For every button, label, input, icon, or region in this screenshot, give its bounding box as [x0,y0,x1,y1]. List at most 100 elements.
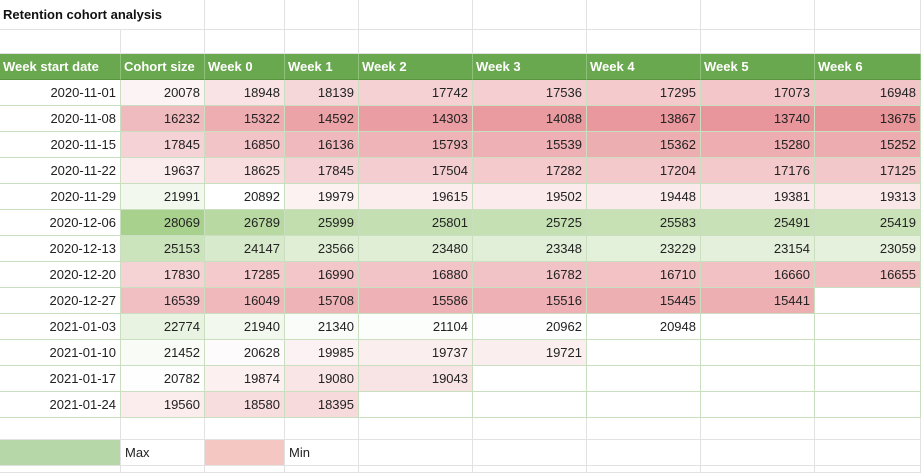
date-cell[interactable]: 2021-01-24 [0,392,121,418]
empty-cell[interactable] [205,30,285,54]
value-cell[interactable]: 17742 [359,80,473,106]
value-cell[interactable]: 25583 [587,210,701,236]
value-cell[interactable]: 15441 [701,288,815,314]
value-cell[interactable]: 16539 [121,288,205,314]
empty-cell[interactable] [701,440,815,466]
empty-cell[interactable] [587,418,701,440]
value-cell[interactable]: 21940 [205,314,285,340]
value-cell[interactable] [587,340,701,366]
value-cell[interactable] [815,392,921,418]
value-cell[interactable]: 15252 [815,132,921,158]
empty-cell[interactable] [359,466,473,473]
value-cell[interactable]: 19874 [205,366,285,392]
value-cell[interactable] [587,392,701,418]
value-cell[interactable]: 23480 [359,236,473,262]
value-cell[interactable]: 17845 [121,132,205,158]
date-cell[interactable]: 2020-12-13 [0,236,121,262]
value-cell[interactable]: 25153 [121,236,205,262]
value-cell[interactable]: 21104 [359,314,473,340]
value-cell[interactable]: 15322 [205,106,285,132]
value-cell[interactable]: 23154 [701,236,815,262]
value-cell[interactable]: 16660 [701,262,815,288]
empty-cell[interactable] [359,440,473,466]
value-cell[interactable]: 23348 [473,236,587,262]
value-cell[interactable]: 15445 [587,288,701,314]
empty-cell[interactable] [701,418,815,440]
value-cell[interactable]: 20078 [121,80,205,106]
value-cell[interactable]: 20892 [205,184,285,210]
value-cell[interactable]: 23059 [815,236,921,262]
empty-cell[interactable] [285,0,359,30]
value-cell[interactable] [473,392,587,418]
empty-cell[interactable] [815,30,921,54]
value-cell[interactable]: 16049 [205,288,285,314]
value-cell[interactable]: 19448 [587,184,701,210]
value-cell[interactable]: 28069 [121,210,205,236]
empty-cell[interactable] [0,418,121,440]
empty-cell[interactable] [0,466,121,473]
value-cell[interactable]: 14592 [285,106,359,132]
date-cell[interactable]: 2020-11-15 [0,132,121,158]
empty-cell[interactable] [473,440,587,466]
value-cell[interactable]: 17295 [587,80,701,106]
empty-cell[interactable] [285,466,359,473]
value-cell[interactable]: 13740 [701,106,815,132]
value-cell[interactable]: 17536 [473,80,587,106]
value-cell[interactable]: 17282 [473,158,587,184]
value-cell[interactable]: 23229 [587,236,701,262]
value-cell[interactable]: 19560 [121,392,205,418]
value-cell[interactable]: 16782 [473,262,587,288]
value-cell[interactable]: 21991 [121,184,205,210]
value-cell[interactable]: 19985 [285,340,359,366]
empty-cell[interactable] [473,466,587,473]
empty-cell[interactable] [815,440,921,466]
value-cell[interactable]: 16136 [285,132,359,158]
value-cell[interactable]: 14303 [359,106,473,132]
value-cell[interactable]: 17204 [587,158,701,184]
value-cell[interactable]: 17504 [359,158,473,184]
value-cell[interactable]: 16850 [205,132,285,158]
value-cell[interactable]: 18139 [285,80,359,106]
value-cell[interactable]: 16710 [587,262,701,288]
value-cell[interactable]: 20962 [473,314,587,340]
value-cell[interactable]: 25725 [473,210,587,236]
value-cell[interactable]: 13675 [815,106,921,132]
date-cell[interactable]: 2021-01-10 [0,340,121,366]
value-cell[interactable]: 17073 [701,80,815,106]
date-cell[interactable]: 2020-11-22 [0,158,121,184]
date-cell[interactable]: 2020-11-29 [0,184,121,210]
value-cell[interactable]: 25999 [285,210,359,236]
empty-cell[interactable] [121,418,205,440]
value-cell[interactable]: 19381 [701,184,815,210]
value-cell[interactable]: 15280 [701,132,815,158]
value-cell[interactable]: 24147 [205,236,285,262]
empty-cell[interactable] [205,466,285,473]
value-cell[interactable]: 21340 [285,314,359,340]
value-cell[interactable]: 18948 [205,80,285,106]
value-cell[interactable] [815,366,921,392]
empty-cell[interactable] [473,30,587,54]
empty-cell[interactable] [473,418,587,440]
value-cell[interactable]: 18580 [205,392,285,418]
value-cell[interactable] [815,314,921,340]
value-cell[interactable]: 20782 [121,366,205,392]
value-cell[interactable]: 19737 [359,340,473,366]
empty-cell[interactable] [587,0,701,30]
value-cell[interactable]: 19080 [285,366,359,392]
value-cell[interactable] [701,340,815,366]
value-cell[interactable]: 15362 [587,132,701,158]
value-cell[interactable]: 19502 [473,184,587,210]
empty-cell[interactable] [205,0,285,30]
value-cell[interactable]: 16880 [359,262,473,288]
value-cell[interactable]: 18395 [285,392,359,418]
value-cell[interactable]: 17176 [701,158,815,184]
value-cell[interactable]: 14088 [473,106,587,132]
value-cell[interactable] [473,366,587,392]
date-cell[interactable]: 2021-01-03 [0,314,121,340]
empty-cell[interactable] [121,466,205,473]
empty-cell[interactable] [815,0,921,30]
value-cell[interactable]: 15793 [359,132,473,158]
empty-cell[interactable] [701,0,815,30]
value-cell[interactable]: 18625 [205,158,285,184]
value-cell[interactable]: 16655 [815,262,921,288]
